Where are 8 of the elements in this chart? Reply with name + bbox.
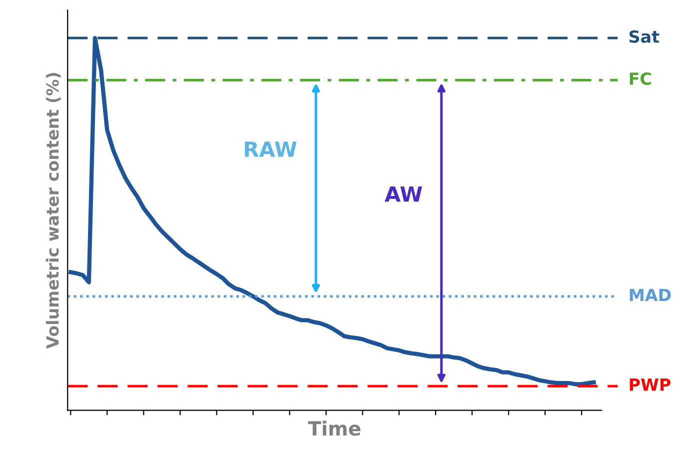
y-axis-title: Volumetric water content (%) (46, 73, 61, 349)
ref-line-label: PWP (630, 378, 670, 391)
ref-line-label: Sat (630, 30, 660, 43)
ref-line-label: FC (630, 72, 651, 85)
ref-line-label: MAD (630, 288, 671, 301)
annotation: AW (384, 186, 422, 202)
x-axis-title: Time (308, 420, 360, 436)
annotation: RAW (244, 142, 297, 157)
